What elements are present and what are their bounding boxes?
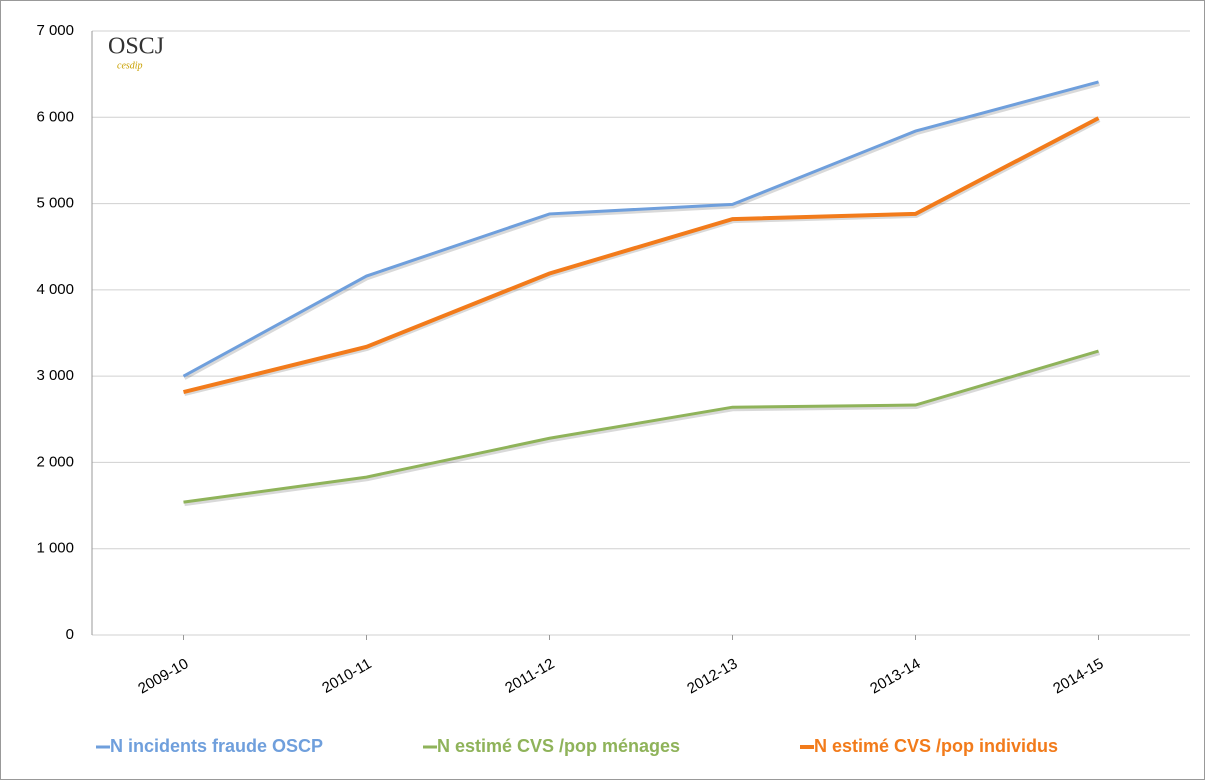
logo: OSCJ bbox=[108, 34, 164, 60]
y-tick-label: 1 000 bbox=[36, 540, 74, 557]
legend-label: N estimé CVS /pop individus bbox=[814, 736, 1058, 756]
series-line bbox=[183, 349, 1099, 504]
y-tick-label: 5 000 bbox=[36, 195, 74, 212]
y-tick-label: 4 000 bbox=[36, 281, 74, 298]
series-line-shadow bbox=[183, 81, 1101, 380]
series-line bbox=[182, 80, 1099, 378]
series-line bbox=[183, 116, 1100, 395]
y-tick-label: 7 000 bbox=[36, 22, 74, 39]
series-line-shadow bbox=[184, 118, 1101, 397]
series-line-shadow bbox=[184, 351, 1101, 507]
legend-label: N incidents fraude OSCP bbox=[110, 736, 323, 756]
y-tick-label: 0 bbox=[66, 626, 74, 643]
y-tick-label: 3 000 bbox=[36, 367, 74, 384]
y-tick-label: 2 000 bbox=[36, 453, 74, 470]
y-tick-label: 6 000 bbox=[36, 108, 74, 125]
logo-sub: cesdip bbox=[117, 60, 143, 71]
legend-label: N estimé CVS /pop ménages bbox=[437, 736, 680, 756]
